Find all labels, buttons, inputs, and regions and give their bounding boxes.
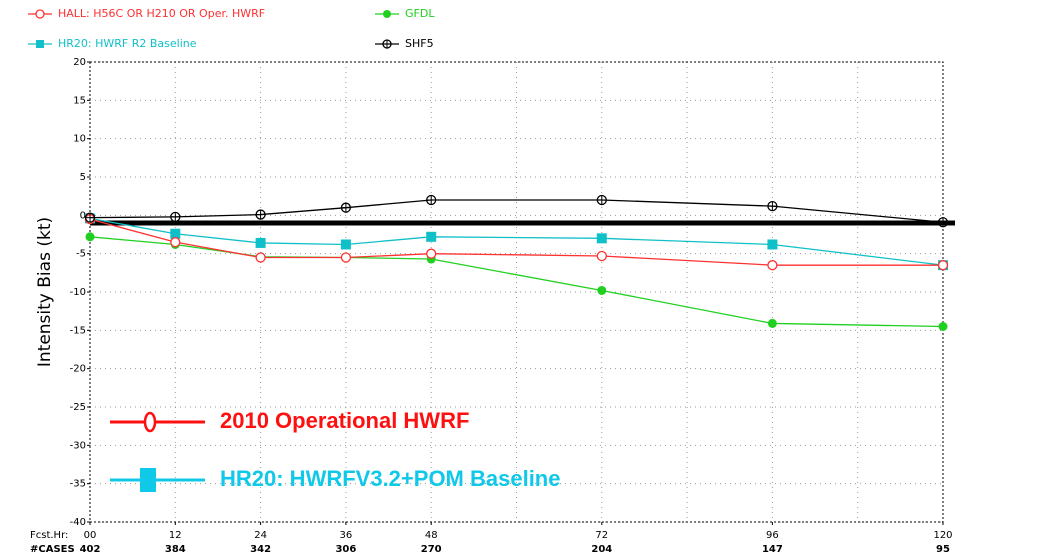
cases-label: 402: [80, 544, 101, 555]
marker: [597, 285, 607, 295]
series-line: [89, 199, 944, 223]
marker: [170, 237, 181, 248]
y-tick-label: -20: [70, 364, 86, 375]
marker: [937, 217, 949, 228]
marker: [596, 250, 607, 262]
series-line: [89, 217, 944, 266]
x-tick-label: 36: [340, 530, 353, 541]
annotation-text: HR20: HWRFV3.2+POM Baseline: [220, 466, 560, 491]
y-tick-label: -5: [76, 249, 86, 260]
marker: [383, 10, 391, 18]
marker: [170, 228, 181, 239]
x-tick-label: 00: [84, 530, 97, 541]
series-line: [89, 236, 944, 328]
y-tick-label: -40: [70, 517, 86, 528]
y-tick-label: 10: [73, 134, 86, 145]
y-tick-label: -15: [70, 325, 86, 336]
y-tick-label: 0: [80, 210, 86, 221]
marker: [596, 194, 607, 206]
marker: [255, 237, 266, 248]
x-tick-label: 72: [595, 530, 608, 541]
annotation-marker: [143, 411, 157, 433]
y-tick-label: -25: [70, 402, 86, 413]
cases-label: 270: [421, 544, 442, 555]
cases-label: 147: [762, 544, 783, 555]
marker: [340, 239, 351, 250]
marker: [767, 318, 777, 328]
cases-label: 342: [250, 544, 271, 555]
marker: [255, 252, 266, 263]
series-line: [89, 218, 943, 266]
cases-label: 384: [165, 544, 186, 555]
marker: [426, 231, 437, 242]
legend-label: GFDL: [405, 7, 435, 20]
cases-label: 306: [335, 544, 356, 555]
x-tick-label: 12: [169, 530, 182, 541]
y-tick-label: -10: [70, 287, 86, 298]
y-tick-label: 5: [80, 172, 86, 183]
y-axis-label: Intensity Bias (kt): [35, 217, 55, 367]
marker: [255, 209, 266, 220]
marker: [340, 252, 352, 263]
y-tick-label: -35: [70, 479, 86, 490]
marker: [36, 40, 44, 48]
cases-label: 95: [936, 544, 950, 555]
legend-label: HALL: H56C OR H210 OR Oper. HWRF: [58, 7, 265, 20]
legend-label: SHF5: [405, 37, 434, 50]
marker: [382, 39, 392, 49]
y-tick-label: 15: [73, 95, 86, 106]
x-tick-label: 120: [933, 530, 952, 541]
marker: [85, 232, 95, 242]
annotation-marker: [140, 468, 156, 492]
cases-label: #CASES: [30, 544, 75, 555]
x-tick-label: 96: [766, 530, 779, 541]
marker: [170, 211, 181, 223]
marker: [340, 202, 352, 213]
marker: [426, 194, 437, 206]
y-tick-label: -30: [70, 440, 86, 451]
marker: [937, 260, 949, 271]
marker: [596, 233, 607, 244]
marker: [35, 9, 45, 19]
plot-frame: [89, 61, 944, 523]
marker: [767, 239, 778, 250]
x-row-label: Fcst.Hr:: [30, 530, 68, 541]
marker: [84, 212, 96, 223]
x-tick-label: 24: [254, 530, 267, 541]
marker: [767, 260, 778, 271]
cases-label: 204: [591, 544, 612, 555]
marker: [767, 200, 778, 212]
marker: [938, 322, 948, 331]
x-tick-label: 48: [425, 530, 438, 541]
y-tick-label: 20: [73, 57, 86, 68]
marker: [426, 248, 437, 259]
legend-label: HR20: HWRF R2 Baseline: [58, 37, 197, 50]
annotation-text: 2010 Operational HWRF: [220, 408, 469, 433]
